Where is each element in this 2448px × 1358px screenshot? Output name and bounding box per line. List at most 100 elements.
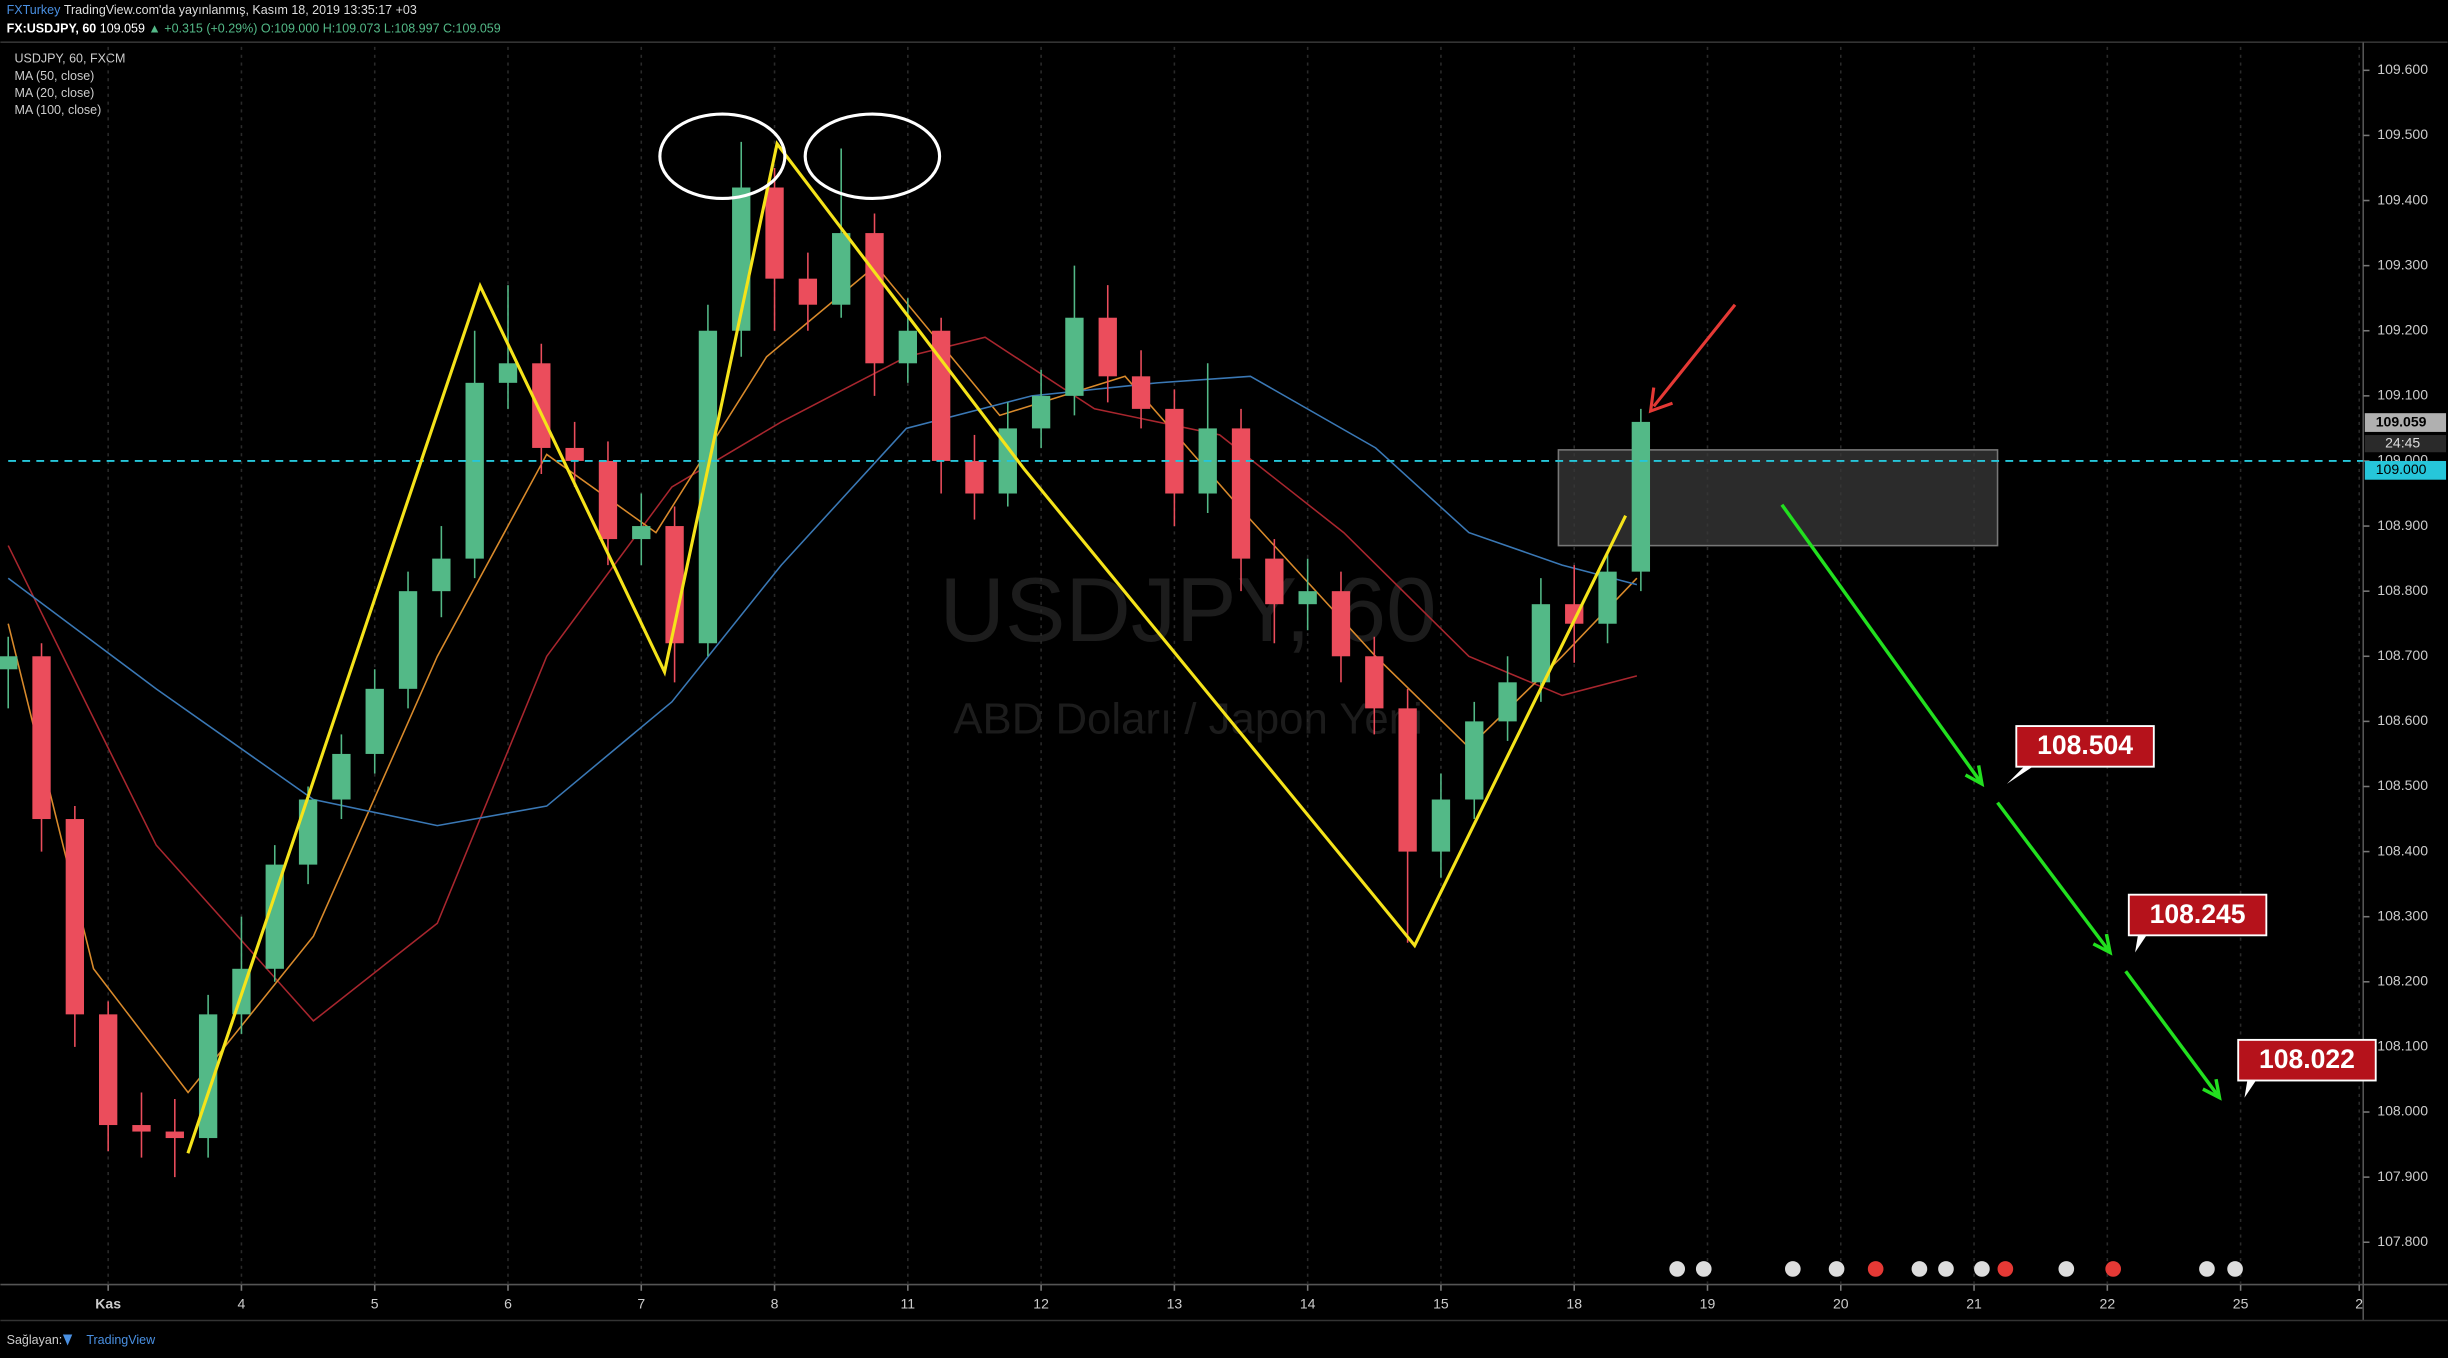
event-icon [1911, 1261, 1928, 1277]
candle-body [1265, 558, 1284, 605]
moving-average [7, 264, 1638, 1094]
candle-body [832, 233, 851, 305]
candle-body [1631, 421, 1651, 572]
target-box [2127, 893, 2268, 937]
x-tick-label: 22 [2100, 1296, 2116, 1312]
brand-logo [62, 1334, 73, 1346]
x-tick-label: 14 [1300, 1296, 1316, 1312]
candle-body [1531, 604, 1551, 683]
level-label: 109.000 [2376, 461, 2427, 477]
last: 109.059 [100, 22, 145, 36]
x-tick-label: 11 [901, 1296, 916, 1312]
plot [0, 46, 2364, 1285]
header-line: FXTurkey TradingView.com'da yayınlanmış,… [7, 3, 417, 17]
target-box [2015, 725, 2155, 768]
target-box [2237, 1038, 2377, 1082]
candle-body [165, 1131, 184, 1139]
x-tick-label: 8 [771, 1296, 779, 1312]
x-tick-label: 7 [637, 1296, 645, 1312]
published: TradingView.com'da yayınlanmış, Kasım 18… [64, 3, 417, 17]
moving-average [7, 375, 1638, 827]
target-arrow-head [2202, 1078, 2222, 1101]
candle-body [365, 688, 384, 754]
candle-body [1031, 395, 1051, 429]
event-icon [2199, 1261, 2215, 1277]
event-icon [2058, 1261, 2075, 1277]
candle-body [1098, 317, 1117, 377]
symbol: FX:USDJPY, 60 [7, 22, 97, 36]
y-tick-label: 108.600 [2377, 712, 2428, 728]
y-tick-label: 108.200 [2377, 973, 2428, 989]
candle-body [332, 753, 351, 800]
y-tick-label: 108.100 [2377, 1038, 2428, 1054]
event-icon [1867, 1261, 1884, 1277]
y-tick-label: 108.700 [2377, 647, 2428, 663]
candle-body [965, 460, 984, 494]
y-tick-label: 108.500 [2377, 777, 2428, 793]
x-tick-label: 20 [1833, 1296, 1849, 1312]
target-label: 108.504 [2037, 730, 2133, 760]
candle-body [1431, 799, 1451, 852]
candle-body [298, 799, 318, 865]
candle-body [765, 187, 784, 279]
y-tick-label: 108.300 [2377, 907, 2428, 923]
y-tick-label: 107.900 [2377, 1168, 2428, 1184]
y-tick-label: 109.400 [2377, 191, 2428, 207]
candle-body [532, 363, 551, 448]
event-icon [1669, 1261, 1686, 1277]
candle-body [1331, 591, 1351, 657]
target-arrow-head [1964, 765, 1985, 788]
candle-body [99, 1014, 118, 1126]
change: ▲ +0.315 (+0.29%) [148, 22, 257, 36]
candle-body [1131, 376, 1151, 409]
candle-body [798, 278, 818, 305]
candle-body [1598, 571, 1617, 624]
candle-body [1398, 708, 1417, 852]
x-tick-label: 15 [1433, 1296, 1449, 1312]
y-tick-label: 109.100 [2377, 387, 2428, 403]
y-tick-label: 109.600 [2377, 61, 2428, 77]
publisher[interactable]: FXTurkey [7, 3, 61, 17]
ohlc-high: H:109.073 [323, 22, 381, 36]
candle-body [398, 591, 418, 689]
target-arrow [1996, 801, 2112, 954]
zigzag-drawing [186, 140, 1628, 1154]
y-tick-label: 108.800 [2377, 582, 2428, 598]
candle-body [65, 819, 85, 1015]
x-tick-label: 6 [504, 1296, 512, 1312]
event-icon [1785, 1261, 1801, 1277]
candle-body [1498, 682, 1517, 722]
watermark: USDJPY, 60 ABD Doları / Japon Yeni [940, 560, 1437, 743]
candle-body [498, 363, 518, 383]
candle-body [665, 526, 684, 644]
x-tick-label: 19 [1700, 1296, 1716, 1312]
y-tick-label: 109.200 [2377, 321, 2428, 337]
y-tick-label: 108.000 [2377, 1103, 2428, 1119]
zone [1557, 449, 1999, 547]
candle-body [1165, 408, 1184, 494]
ohlc-close: C:109.059 [443, 22, 501, 36]
x-tick-label: 12 [1033, 1296, 1049, 1312]
footer-provider: Sağlayan: [7, 1333, 63, 1347]
y-tick-label: 107.800 [2377, 1233, 2428, 1249]
legend-entry: MA (100, close) [14, 103, 101, 117]
event-icon [1974, 1261, 1990, 1277]
candle-body [1298, 591, 1317, 605]
x-tick-label: 13 [1167, 1296, 1183, 1312]
top-circle [658, 112, 787, 201]
candle-body [1365, 656, 1384, 709]
footer-brand[interactable]: TradingView [86, 1333, 156, 1347]
candle-body [565, 447, 584, 461]
candle-body [132, 1125, 151, 1132]
candle-body [698, 330, 718, 644]
arrow [1652, 303, 1737, 408]
legend-entry: MA (50, close) [14, 69, 94, 83]
target-label: 108.022 [2259, 1044, 2355, 1074]
event-icon [1997, 1261, 2014, 1277]
candle-body [865, 233, 884, 364]
x-tick-label: 5 [371, 1296, 379, 1312]
